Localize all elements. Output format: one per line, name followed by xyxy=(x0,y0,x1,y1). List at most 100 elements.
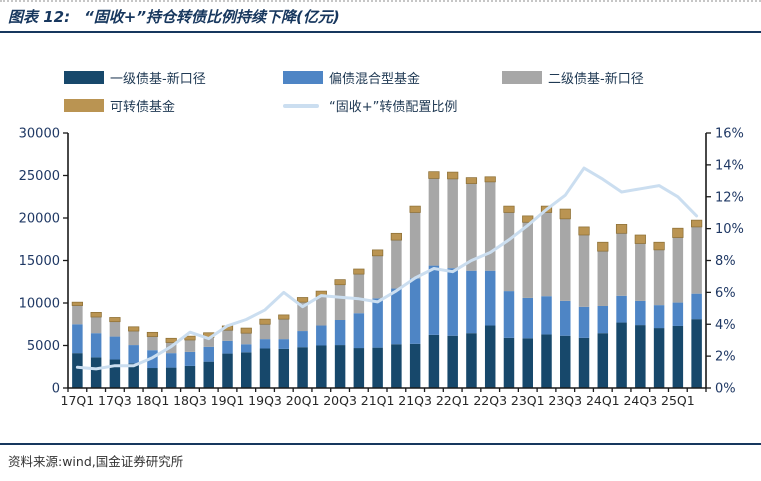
bar-segment xyxy=(597,305,609,334)
bar-segment xyxy=(541,334,552,388)
bar-segment xyxy=(672,325,684,388)
legend-item-primary-bond-funds: 一级债基-新口径 xyxy=(64,68,206,87)
svg-text:25Q1: 25Q1 xyxy=(661,393,695,408)
svg-text:21Q1: 21Q1 xyxy=(361,393,395,408)
bar-segment xyxy=(184,351,196,366)
bar-segment xyxy=(484,270,496,326)
bar-segment xyxy=(278,348,290,388)
bar-segment xyxy=(691,319,702,388)
svg-text:0: 0 xyxy=(52,382,60,397)
svg-text:17Q1: 17Q1 xyxy=(61,393,95,408)
bar-segment xyxy=(409,343,421,388)
svg-text:24Q3: 24Q3 xyxy=(623,393,657,408)
legend-swatch-navy xyxy=(64,71,104,84)
bar-segment xyxy=(334,320,346,346)
bar-segment xyxy=(278,314,290,320)
bar-segment xyxy=(165,337,177,343)
bar-segment xyxy=(672,227,684,238)
bar-segment xyxy=(146,331,159,337)
title-underline xyxy=(0,31,761,33)
svg-text:20Q3: 20Q3 xyxy=(323,393,357,408)
bar-segment xyxy=(428,334,440,389)
footer-rule xyxy=(0,443,761,445)
bar-segment xyxy=(353,348,365,388)
ratio-line xyxy=(75,166,699,371)
legend-swatch-blue xyxy=(283,71,323,84)
legend-swatch-gray xyxy=(502,71,542,84)
bar-segment xyxy=(297,331,308,348)
bar-segment xyxy=(691,293,702,320)
bar-segment xyxy=(241,333,252,345)
bar-segment xyxy=(128,326,140,332)
svg-text:20Q1: 20Q1 xyxy=(286,393,320,408)
svg-text:19Q1: 19Q1 xyxy=(211,393,245,408)
bar-segment xyxy=(672,237,684,303)
bar-segment xyxy=(334,284,346,320)
bar-segment xyxy=(90,357,102,388)
bar-segment xyxy=(90,317,102,334)
bar-segment xyxy=(465,177,478,184)
bar-segment xyxy=(334,345,346,388)
bar-segment xyxy=(447,268,458,336)
legend-label: 偏债混合型基金 xyxy=(329,72,421,87)
bar-segment xyxy=(522,338,533,388)
bar-segment xyxy=(560,300,571,336)
bar-segment xyxy=(391,288,402,345)
bar-segment xyxy=(240,327,252,334)
bar-segment xyxy=(390,232,402,241)
bar-segment xyxy=(560,218,571,301)
bar-segment xyxy=(353,268,365,275)
bar-segment xyxy=(560,335,571,388)
bar-segment xyxy=(522,222,533,298)
bar-segment xyxy=(259,348,271,388)
svg-text:19Q3: 19Q3 xyxy=(248,393,282,408)
bar-segment xyxy=(615,224,628,234)
bar-segment xyxy=(203,337,214,347)
bar-segment xyxy=(109,317,121,323)
bar-segment xyxy=(503,337,515,388)
bar-segment xyxy=(653,305,665,329)
bar-segment xyxy=(297,302,308,332)
bar-segment xyxy=(503,212,515,292)
bar-segment xyxy=(241,344,252,353)
bar-segment xyxy=(484,325,496,388)
svg-text:17Q3: 17Q3 xyxy=(98,393,132,408)
bar-segment xyxy=(428,265,440,335)
bar-segment xyxy=(559,208,571,220)
legend-item-secondary-bond-funds: 二级债基-新口径 xyxy=(502,68,644,87)
bar-segment xyxy=(165,353,177,368)
chart-title: “固收+”持仓转债比例持续下降(亿元) xyxy=(84,8,340,26)
bar-segment xyxy=(71,301,83,306)
bar-segment xyxy=(578,337,590,388)
bar-segment xyxy=(428,178,440,266)
bar-segment xyxy=(616,233,627,296)
bar-segment xyxy=(597,333,609,388)
bar-segment xyxy=(184,365,196,388)
bar-segment xyxy=(72,353,83,388)
bar-segment xyxy=(128,363,139,388)
bar-segment xyxy=(634,234,646,244)
svg-text:10%: 10% xyxy=(715,222,744,237)
bar-segment xyxy=(428,171,440,179)
bar-segment xyxy=(372,255,383,299)
bar-segment xyxy=(653,249,665,306)
bar-segment xyxy=(222,353,233,388)
bar-segment xyxy=(316,325,327,346)
bar-segment xyxy=(372,347,383,389)
bar-segment xyxy=(597,251,609,306)
bar-segment xyxy=(90,312,102,318)
bar-segment xyxy=(72,305,83,325)
bar-segment xyxy=(691,226,702,294)
bar-segment xyxy=(484,181,496,271)
bar-segment xyxy=(128,331,139,346)
svg-text:23Q1: 23Q1 xyxy=(511,393,545,408)
chart-legend: 一级债基-新口径 偏债混合型基金 二级债基-新口径 可转债基金 “固收+”转债配… xyxy=(0,63,761,115)
bar-segment xyxy=(109,336,121,360)
bar-segment xyxy=(616,295,627,323)
legend-line-symbol xyxy=(283,103,319,108)
chart-header: 图表 12: “固收+”持仓转债比例持续下降(亿元) xyxy=(8,7,340,27)
bar-segment xyxy=(353,313,365,349)
bar-segment xyxy=(222,340,233,354)
svg-text:10000: 10000 xyxy=(19,297,60,312)
bar-segment xyxy=(165,367,177,388)
